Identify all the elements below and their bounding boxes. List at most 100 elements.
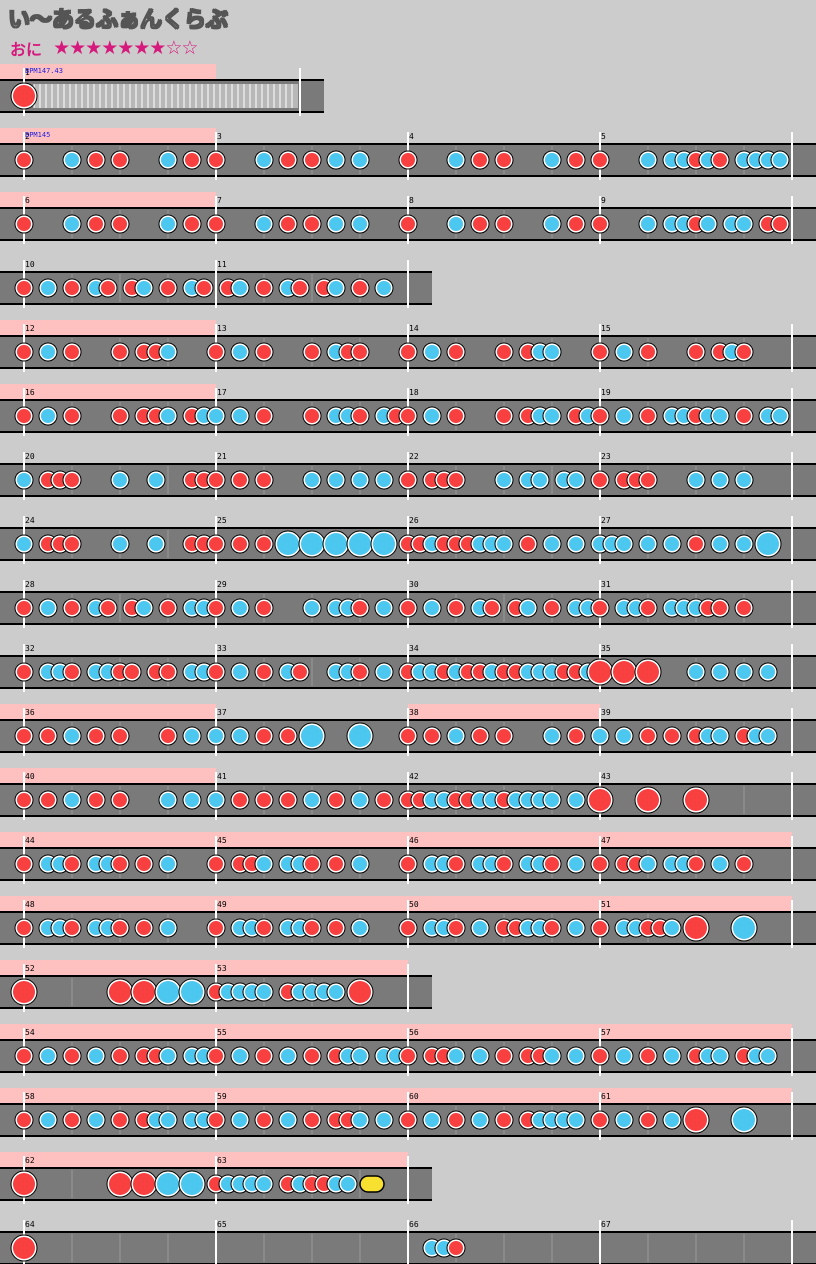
note-fill bbox=[353, 1049, 367, 1063]
measure-number: 2 bbox=[25, 132, 30, 141]
note-fill bbox=[593, 601, 607, 615]
chart-row: 16 17 18 19 bbox=[0, 384, 816, 436]
note-fill bbox=[301, 533, 323, 555]
note-fill bbox=[569, 793, 583, 807]
note-fill bbox=[401, 729, 415, 743]
note-fill bbox=[569, 1113, 583, 1127]
note-fill bbox=[641, 1049, 655, 1063]
note-fill bbox=[113, 1113, 127, 1127]
note-fill bbox=[149, 473, 163, 487]
note-fill bbox=[545, 153, 559, 167]
note-fill bbox=[17, 729, 31, 743]
measure-number: 49 bbox=[217, 900, 227, 909]
measure-number: 38 bbox=[409, 708, 419, 717]
note-fill bbox=[137, 601, 151, 615]
chart-row: 40 41 42 43 bbox=[0, 768, 816, 820]
note-fill bbox=[257, 665, 271, 679]
note-fill bbox=[65, 1049, 79, 1063]
note-fill bbox=[209, 793, 223, 807]
gogo-band bbox=[0, 704, 216, 720]
note-fill bbox=[689, 537, 703, 551]
note-fill bbox=[13, 1237, 35, 1259]
note-fill bbox=[149, 537, 163, 551]
note-fill bbox=[569, 857, 583, 871]
measure-number: 36 bbox=[25, 708, 35, 717]
note-fill bbox=[161, 857, 175, 871]
note-fill bbox=[281, 153, 295, 167]
note-fill bbox=[473, 1113, 487, 1127]
note-fill bbox=[185, 793, 199, 807]
note-fill bbox=[569, 537, 583, 551]
chart-row: 2 3 4 5 BPM145 bbox=[0, 128, 816, 180]
note-fill bbox=[401, 153, 415, 167]
measure-number: 10 bbox=[25, 260, 35, 269]
note-fill bbox=[449, 601, 463, 615]
note-fill bbox=[665, 1049, 679, 1063]
note-fill bbox=[133, 1173, 155, 1195]
note-fill bbox=[353, 857, 367, 871]
note-fill bbox=[545, 857, 559, 871]
note-fill bbox=[353, 1113, 367, 1127]
note-fill bbox=[761, 729, 775, 743]
note-fill bbox=[137, 281, 151, 295]
note-fill bbox=[545, 601, 559, 615]
note-fill bbox=[161, 153, 175, 167]
measure-number: 25 bbox=[217, 516, 227, 525]
note-fill bbox=[137, 921, 151, 935]
note-fill bbox=[17, 409, 31, 423]
note-fill bbox=[617, 729, 631, 743]
note-fill bbox=[257, 921, 271, 935]
note-fill bbox=[209, 537, 223, 551]
chart-row: 24 25 26 27 bbox=[0, 516, 816, 564]
note-fill bbox=[641, 153, 655, 167]
note-fill bbox=[449, 409, 463, 423]
chart-row: 62 63 bbox=[0, 1152, 432, 1204]
gogo-band bbox=[0, 960, 408, 976]
note-fill bbox=[665, 1113, 679, 1127]
note-fill bbox=[65, 729, 79, 743]
note-fill bbox=[545, 1049, 559, 1063]
measure-number: 63 bbox=[217, 1156, 227, 1165]
note-fill bbox=[521, 537, 535, 551]
note-fill bbox=[233, 409, 247, 423]
note-fill bbox=[773, 153, 787, 167]
note-fill bbox=[685, 917, 707, 939]
note-fill bbox=[497, 1113, 511, 1127]
measure-number: 18 bbox=[409, 388, 419, 397]
note-fill bbox=[65, 793, 79, 807]
note-fill bbox=[305, 153, 319, 167]
measure-number: 57 bbox=[601, 1028, 611, 1037]
difficulty-label: おに bbox=[10, 40, 43, 59]
note-fill bbox=[613, 661, 635, 683]
note-fill bbox=[329, 217, 343, 231]
note-fill bbox=[401, 1049, 415, 1063]
measure-number: 41 bbox=[217, 772, 227, 781]
note-fill bbox=[593, 729, 607, 743]
note-fill bbox=[65, 921, 79, 935]
measure-number: 60 bbox=[409, 1092, 419, 1101]
note-fill bbox=[257, 409, 271, 423]
note-fill bbox=[737, 409, 751, 423]
note-fill bbox=[349, 725, 371, 747]
note-fill bbox=[401, 1113, 415, 1127]
note-fill bbox=[353, 153, 367, 167]
note-fill bbox=[305, 1049, 319, 1063]
note-fill bbox=[545, 217, 559, 231]
note-fill bbox=[305, 921, 319, 935]
note-fill bbox=[773, 217, 787, 231]
note-fill bbox=[113, 729, 127, 743]
note-fill bbox=[713, 153, 727, 167]
note-fill bbox=[353, 473, 367, 487]
measure-number: 44 bbox=[25, 836, 35, 845]
note-fill bbox=[281, 1049, 295, 1063]
note-fill bbox=[233, 601, 247, 615]
note-fill bbox=[401, 921, 415, 935]
note-fill bbox=[65, 345, 79, 359]
note-fill bbox=[41, 793, 55, 807]
note-fill bbox=[293, 281, 307, 295]
note-fill bbox=[449, 153, 463, 167]
gogo-band bbox=[0, 320, 216, 336]
note-fill bbox=[305, 345, 319, 359]
